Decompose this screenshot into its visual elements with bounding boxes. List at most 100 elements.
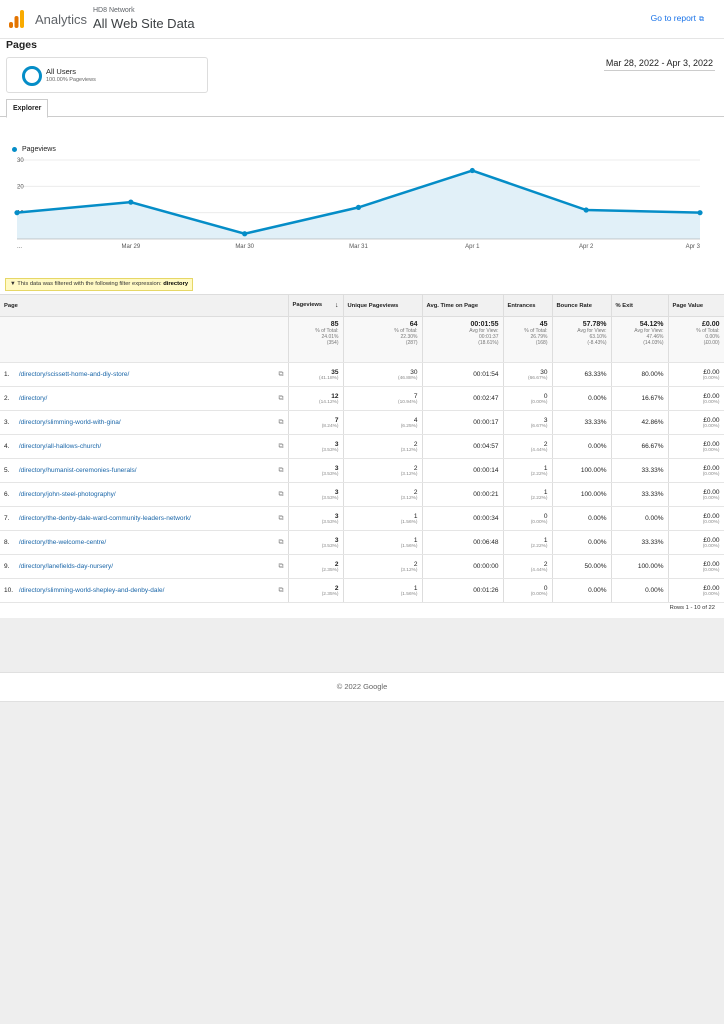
page-link[interactable]: /directory/john-steel-photography/ — [18, 490, 116, 498]
entrances-value: 3 — [543, 416, 548, 424]
avg-time-value: 00:00:00 — [473, 563, 499, 570]
go-to-report-link[interactable]: Go to report ⧉ — [651, 13, 704, 24]
page-value-cell: £0.00 (0.00%) — [668, 578, 724, 603]
unique-pageviews-pct: (46.88%) — [398, 375, 418, 381]
data-point[interactable] — [469, 167, 475, 174]
avg-time-cell: 00:00:00 — [422, 554, 504, 579]
copy-icon[interactable]: ⧉ — [278, 370, 284, 378]
col-header-pageviews[interactable]: Pageviews ↓ — [288, 294, 344, 317]
tab-explorer[interactable]: Explorer — [6, 99, 49, 118]
row-number: 2. — [4, 394, 10, 402]
data-point[interactable] — [14, 210, 20, 216]
data-point[interactable] — [355, 204, 362, 210]
page-link[interactable]: /directory/ — [18, 394, 48, 402]
col-header-label: % Exit — [615, 302, 633, 309]
col-header-label: Unique Pageviews — [347, 302, 399, 309]
exit-cell: 42.86% — [611, 410, 669, 435]
row-number: 9. — [4, 562, 10, 570]
bounce-rate-value: 0.00% — [588, 539, 607, 546]
copy-icon[interactable]: ⧉ — [278, 538, 284, 546]
bounce-rate-cell: 0.00% — [552, 386, 612, 411]
page-value-cell: £0.00 (0.00%) — [668, 530, 724, 555]
page-value-value: £0.00 — [703, 512, 720, 520]
pageviews-value: 3 — [334, 440, 339, 448]
entrances-pct: (0.00%) — [530, 399, 548, 405]
total-label: % of Total: — [696, 328, 720, 334]
avg-time-cell: 00:01:54 — [422, 362, 504, 387]
page-link[interactable]: /directory/the-welcome-centre/ — [18, 538, 107, 546]
entrances-cell: 0 (0.00%) — [503, 386, 553, 411]
col-header-entrances[interactable]: Entrances — [503, 294, 553, 317]
col-header-page-value[interactable]: Page Value — [668, 294, 724, 317]
page-link[interactable]: /directory/humanist-ceremonies-funerals/ — [18, 466, 137, 474]
copy-icon[interactable]: ⧉ — [278, 442, 284, 450]
bounce-rate-value: 100.00% — [580, 467, 607, 474]
legend-dot — [12, 146, 17, 152]
total-value: 85 — [330, 321, 339, 328]
page-link[interactable]: /directory/all-hallows-church/ — [18, 442, 102, 450]
analytics-logo-icon — [9, 10, 24, 28]
pageviews-cell: 3 (3.53%) — [288, 482, 344, 507]
exit-cell: 0.00% — [611, 506, 669, 531]
entrances-cell: 0 (0.00%) — [503, 578, 553, 603]
avg-time-cell: 00:04:57 — [422, 434, 504, 459]
pageviews-pct: (3.53%) — [321, 543, 339, 549]
total-base: (£0.00) — [703, 340, 720, 346]
x-tick-label: Mar 29 — [121, 244, 140, 250]
segment-card[interactable]: All Users 100.00% Pageviews — [6, 57, 208, 93]
page-value-pct: (0.00%) — [702, 567, 720, 573]
copy-icon[interactable]: ⧉ — [278, 418, 284, 426]
unique-pageviews-pct: (1.56%) — [400, 519, 418, 525]
page-cell: 2. /directory/ ⧉ — [0, 386, 289, 411]
pageviews-cell: 3 (3.53%) — [288, 458, 344, 483]
col-header-exit[interactable]: % Exit — [611, 294, 669, 317]
copy-icon[interactable]: ⧉ — [278, 490, 284, 498]
col-header-avg-time[interactable]: Avg. Time on Page — [422, 294, 504, 317]
page-link[interactable]: /directory/scissett-home-and-diy-store/ — [18, 370, 130, 378]
copy-icon[interactable]: ⧉ — [278, 514, 284, 522]
pageviews-value: 2 — [334, 560, 339, 568]
footer-copyright: © 2022 Google — [0, 672, 724, 702]
table-row: 8. /directory/the-welcome-centre/ ⧉ 3 (3.53… — [0, 530, 724, 555]
total-value: 57.78% — [582, 321, 607, 328]
unique-pageviews-cell: 2 (3.12%) — [343, 458, 423, 483]
col-header-unique-pageviews[interactable]: Unique Pageviews — [343, 294, 423, 317]
total-base: (-8.43%) — [587, 340, 607, 346]
page-value-cell: £0.00 (0.00%) — [668, 506, 724, 531]
go-to-report-label[interactable]: Go to report — [650, 13, 696, 23]
pageviews-pct: (3.53%) — [321, 495, 339, 501]
bounce-rate-value: 100.00% — [580, 491, 607, 498]
page-link[interactable]: /directory/lanefields-day-nursery/ — [18, 562, 114, 570]
page-cell: 5. /directory/humanist-ceremonies-funera… — [0, 458, 289, 483]
data-point[interactable] — [583, 207, 589, 213]
copy-icon[interactable]: ⧉ — [278, 586, 284, 594]
exit-cell: 33.33% — [611, 482, 669, 507]
col-header-bounce-rate[interactable]: Bounce Rate — [552, 294, 612, 317]
entrances-pct: (66.67%) — [528, 375, 548, 381]
pageviews-value: 3 — [334, 488, 339, 496]
page-value-cell: £0.00 (0.00%) — [668, 410, 724, 435]
page-value-pct: (0.00%) — [702, 423, 720, 429]
row-number: 1. — [4, 370, 10, 378]
page-link[interactable]: /directory/slimming-world-shepley-and-de… — [18, 586, 165, 594]
unique-pageviews-value: 1 — [413, 584, 418, 592]
entrances-cell: 30 (66.67%) — [503, 362, 553, 387]
header: Analytics HD8 Network All Web Site Data … — [0, 0, 724, 39]
copy-icon[interactable]: ⧉ — [278, 466, 284, 474]
avg-time-value: 00:00:21 — [473, 491, 499, 498]
data-point[interactable] — [128, 199, 134, 205]
pages-table: Page Pageviews ↓ Unique Pageviews Avg. T… — [0, 294, 724, 603]
copy-icon[interactable]: ⧉ — [278, 562, 284, 570]
total-value: £0.00 — [701, 321, 720, 328]
row-number: 10. — [4, 586, 14, 594]
view-name: All Web Site Data — [93, 16, 195, 31]
copy-icon[interactable]: ⧉ — [278, 394, 284, 402]
data-point[interactable] — [242, 231, 248, 237]
page-value-cell: £0.00 (0.00%) — [668, 554, 724, 579]
avg-time-cell: 00:00:14 — [422, 458, 504, 483]
page-link[interactable]: /directory/slimming-world-with-gina/ — [18, 418, 121, 426]
page-link[interactable]: /directory/the-denby-dale-ward-community… — [18, 514, 191, 522]
date-range[interactable]: Mar 28, 2022 - Apr 3, 2022 — [603, 58, 715, 71]
col-header-page[interactable]: Page — [0, 294, 289, 317]
data-point[interactable] — [697, 210, 703, 216]
